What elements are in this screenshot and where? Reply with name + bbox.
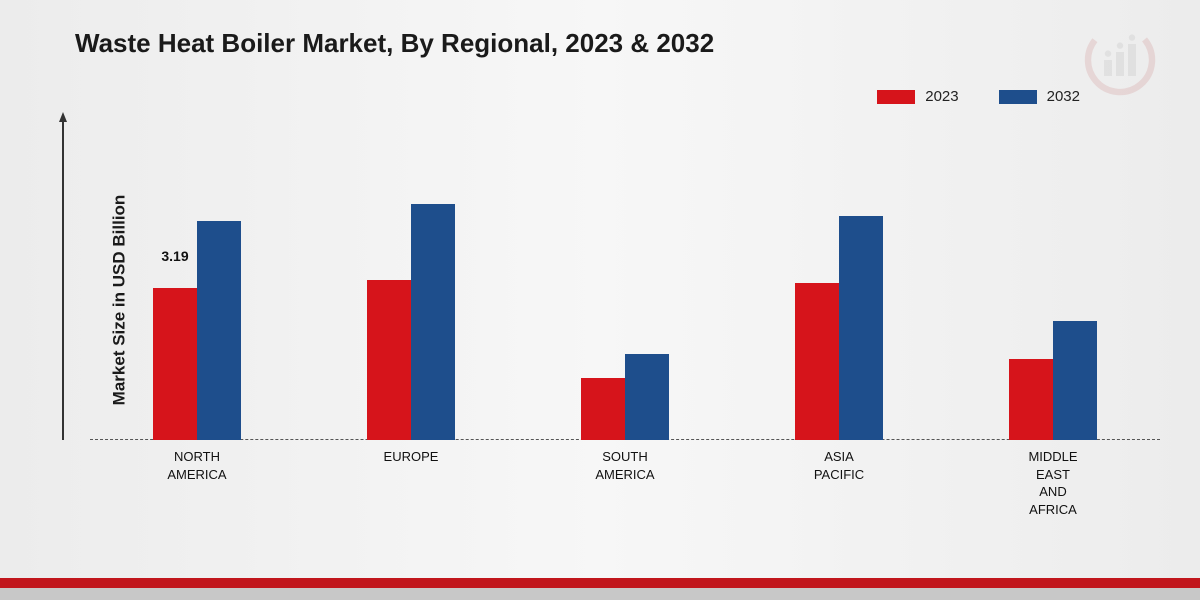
legend-item-2023: 2023 <box>877 88 958 105</box>
legend-label-2023: 2023 <box>925 88 958 105</box>
bar <box>795 283 839 440</box>
bar <box>197 221 241 440</box>
bar-group <box>1009 321 1097 440</box>
footer-red-bar <box>0 578 1200 588</box>
category-label: EUROPE <box>341 448 481 466</box>
legend-label-2032: 2032 <box>1047 88 1080 105</box>
bar <box>153 288 197 440</box>
bar-group <box>795 216 883 440</box>
bar-group <box>367 204 455 440</box>
bar <box>1009 359 1053 440</box>
footer-grey-bar <box>0 588 1200 600</box>
bar-value-label: 3.19 <box>161 248 188 268</box>
bar <box>411 204 455 440</box>
bar <box>1053 321 1097 440</box>
bar <box>839 216 883 440</box>
plot-area: 3.19 <box>90 130 1160 440</box>
legend-swatch-2023 <box>877 90 915 104</box>
category-label: MIDDLEEASTANDAFRICA <box>983 448 1123 518</box>
legend-swatch-2032 <box>999 90 1037 104</box>
bar <box>581 378 625 440</box>
chart-title: Waste Heat Boiler Market, By Regional, 2… <box>75 28 714 59</box>
category-label: ASIAPACIFIC <box>769 448 909 483</box>
bar <box>625 354 669 440</box>
legend-item-2032: 2032 <box>999 88 1080 105</box>
y-axis-line <box>62 120 64 440</box>
category-label: SOUTHAMERICA <box>555 448 695 483</box>
category-label: NORTHAMERICA <box>127 448 267 483</box>
bar <box>367 280 411 440</box>
bar-group <box>581 354 669 440</box>
brand-logo-icon <box>1080 20 1160 100</box>
legend: 2023 2032 <box>877 88 1080 105</box>
